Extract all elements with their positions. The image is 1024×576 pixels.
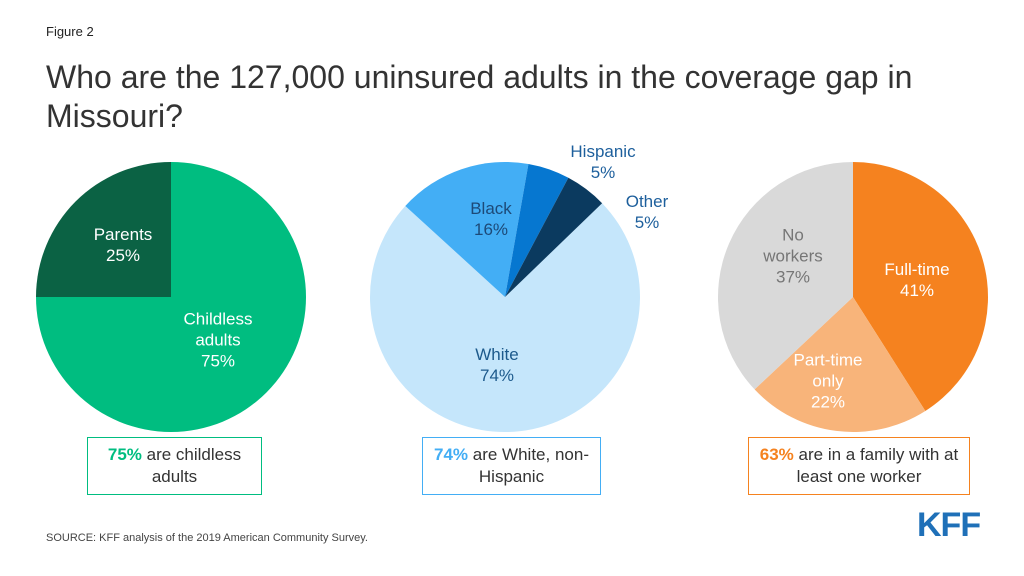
- slice-label: No workers 37%: [758, 225, 828, 288]
- category-label: Hispanic: [570, 142, 636, 161]
- figure-label: Figure 2: [46, 24, 94, 39]
- callout-body: are in a family with at least one worker: [796, 445, 959, 486]
- category-label: No workers: [763, 225, 823, 266]
- value-label: 25%: [105, 246, 141, 265]
- pie-slice: [853, 162, 988, 411]
- slice-label: Other 5%: [617, 191, 677, 233]
- category-label: Other: [625, 192, 669, 211]
- callout: 74% are White, non-Hispanic: [422, 437, 601, 495]
- callout-body: are White, non-Hispanic: [472, 445, 589, 486]
- value-label: 74%: [479, 366, 515, 385]
- slice-label: Parents 25%: [78, 224, 168, 266]
- logo: KFF: [917, 506, 981, 544]
- callout: 75% are childless adults: [87, 437, 262, 495]
- slice-label: White 74%: [452, 344, 542, 386]
- callout-text: 63% are in a family with at least one wo…: [755, 444, 963, 488]
- slice-label: Part-time only 22%: [783, 350, 873, 413]
- slice-label: Full-time 41%: [872, 259, 962, 301]
- callout-highlight: 74%: [434, 445, 469, 464]
- pie-slice: [717, 162, 853, 390]
- slice-label: Hispanic 5%: [558, 141, 648, 183]
- value-label: 16%: [473, 220, 509, 239]
- callout-highlight: 75%: [107, 445, 142, 464]
- value-label: 41%: [899, 281, 935, 300]
- category-label: White: [475, 345, 519, 364]
- value-label: 75%: [200, 351, 236, 371]
- category-label: Part-time only: [793, 350, 863, 391]
- category-label: Parents: [93, 225, 153, 244]
- value-label: 22%: [810, 392, 846, 412]
- title: Who are the 127,000 uninsured adults in …: [46, 59, 913, 134]
- value-label: 5%: [634, 213, 660, 232]
- category-label: Full-time: [884, 260, 950, 279]
- source: SOURCE: KFF analysis of the 2019 America…: [46, 532, 368, 544]
- callout-text: 75% are childless adults: [94, 444, 255, 488]
- category-label: Childless adults: [183, 309, 253, 350]
- pie-slice: [505, 164, 569, 297]
- callout-text: 74% are White, non-Hispanic: [429, 444, 594, 488]
- callout-body: are childless adults: [146, 445, 242, 486]
- callout-highlight: 63%: [759, 445, 794, 464]
- pie-slice: [754, 297, 926, 433]
- slice-label: Childless adults 75%: [168, 309, 268, 372]
- pie-slice: [505, 177, 603, 297]
- value-label: 5%: [590, 163, 616, 182]
- callout: 63% are in a family with at least one wo…: [748, 437, 970, 495]
- pie-slice: [36, 162, 171, 297]
- pie-slice: [370, 203, 640, 432]
- pie-slice: [405, 162, 529, 297]
- value-label: 37%: [775, 267, 811, 287]
- slice-label: Black 16%: [456, 198, 526, 240]
- category-label: Black: [470, 199, 512, 218]
